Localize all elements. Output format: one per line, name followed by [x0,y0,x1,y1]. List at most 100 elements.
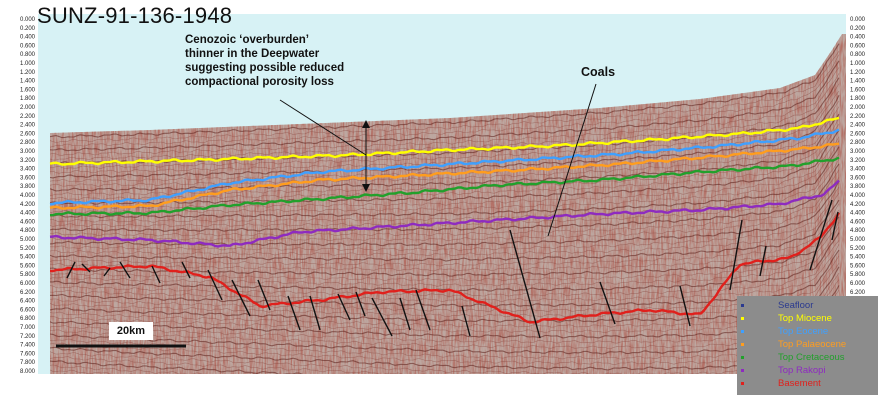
time-tick-label: 4.200 [850,202,866,208]
time-tick-label: 7.800 [20,360,36,366]
time-tick-label: 1.600 [20,87,36,93]
time-tick-label: 6.600 [20,307,36,313]
annotation-line: suggesting possible reduced [185,62,345,74]
time-tick-label: 1.000 [850,61,866,67]
fault-line [337,293,351,321]
time-tick-label: 1.800 [20,96,36,102]
time-tick-label: 2.400 [850,123,866,129]
time-tick-label: 7.400 [20,343,36,349]
time-tick-label: 4.000 [20,193,36,199]
time-tick-label: 6.200 [850,290,866,296]
time-tick-label: 3.600 [20,175,36,181]
legend-label: Seafloor [778,300,814,311]
time-tick-label: 6.000 [20,281,36,287]
time-tick-label: 3.800 [850,184,866,190]
time-tick-label: 7.200 [20,334,36,340]
fault-line [119,261,131,279]
fault-line [729,219,743,291]
time-tick-label: 7.000 [20,325,36,331]
time-tick-label: 0.000 [850,17,866,23]
time-tick-label: 5.000 [20,237,36,243]
legend-marker [741,329,744,333]
time-tick-label: 3.800 [20,184,36,190]
fault-line [66,261,76,279]
time-tick-label: 2.200 [20,114,36,120]
time-tick-label: 0.200 [20,26,36,32]
time-tick-label: 5.800 [850,272,866,278]
legend-item: Top Palaeocene [741,339,846,351]
time-tick-label: 2.200 [850,114,866,120]
arrowhead-up [362,120,370,128]
horizon-top-palaeocene [49,142,840,210]
legend-marker [741,303,744,307]
coals-annotation: Coals [581,65,616,79]
time-tick-label: 3.400 [850,167,866,173]
fault-line [287,295,301,331]
time-axis-right: 0.000 0.200 0.400 0.600 0.800 1.000 1.200 1.400… [850,17,866,296]
time-tick-label: 5.400 [20,255,36,261]
fault-line [181,261,191,279]
fault-line [207,269,223,301]
fault-line [103,267,111,277]
horizon-basement [50,212,841,324]
overburden-annotation: Cenozoic ‘overburden’ thinner in the Dee… [185,33,344,89]
time-tick-label: 5.600 [850,263,866,269]
time-tick-label: 0.800 [20,52,36,58]
time-tick-label: 3.200 [850,158,866,164]
fault-line [461,305,471,337]
legend-item: Top Rakopi [741,365,826,377]
time-tick-label: 5.800 [20,272,36,278]
time-tick-label: 3.600 [850,175,866,181]
time-tick-label: 3.200 [20,158,36,164]
fault-line [809,199,833,271]
line-title: SUNZ-91-136-1948 [37,3,233,28]
legend-label: Top Palaeocene [778,339,847,350]
legend-item: Seafloor [741,300,813,312]
time-tick-label: 2.000 [850,105,866,111]
time-tick-label: 4.000 [850,193,866,199]
legend-item: Top Miocene [741,313,832,325]
fault-line [399,297,411,331]
time-tick-label: 1.200 [20,70,36,76]
time-tick-label: 0.200 [850,26,866,32]
fault-line [257,279,271,311]
time-tick-label: 1.800 [850,96,866,102]
time-tick-label: 0.000 [20,17,36,23]
fault-line [371,297,393,337]
legend-item: Top Eocene [741,326,828,338]
time-tick-label: 4.600 [850,219,866,225]
horizon-legend: Seafloor Top Miocene Top Eocene Top Pala… [737,296,878,395]
time-tick-label: 2.600 [850,131,866,137]
fault-line [81,263,91,273]
time-tick-label: 2.600 [20,131,36,137]
legend-marker [741,355,744,359]
legend-item: Basement [741,378,821,390]
horizon-top-miocene [49,116,840,166]
horizon-top-cretaceous [49,156,840,217]
faults [66,199,839,339]
time-tick-label: 0.600 [850,43,866,49]
time-tick-label: 1.400 [850,79,866,85]
time-tick-label: 6.800 [20,316,36,322]
annotation-line: compactional porosity loss [185,76,334,88]
overburden-arrow [279,99,367,156]
time-tick-label: 0.800 [850,52,866,58]
time-tick-label: 8.000 [20,369,36,375]
fault-line [759,245,767,277]
annotation-line: Cenozoic ‘overburden’ [185,34,309,46]
fault-line [231,279,251,317]
time-tick-label: 3.400 [20,167,36,173]
legend-marker [741,342,744,346]
time-tick-label: 6.000 [850,281,866,287]
time-tick-label: 1.400 [20,79,36,85]
fault-line [599,281,616,325]
time-tick-label: 2.400 [20,123,36,129]
time-tick-label: 5.000 [850,237,866,243]
time-tick-label: 5.200 [20,246,36,252]
time-tick-label: 1.000 [20,61,36,67]
legend-label: Basement [778,378,821,389]
coals-arrow [547,83,597,237]
arrowhead-down [362,184,370,192]
